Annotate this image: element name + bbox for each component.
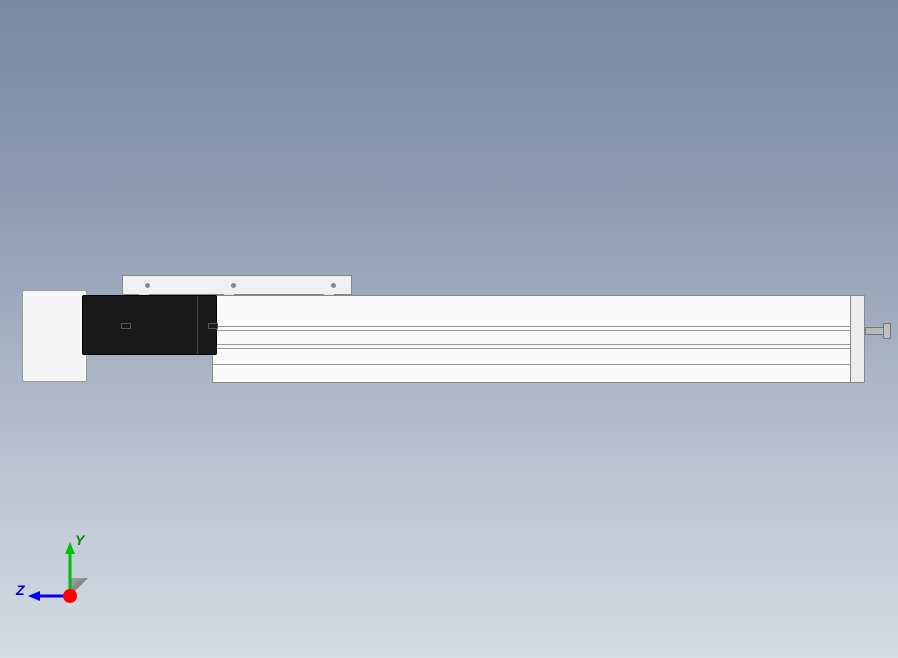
motor-screw <box>208 323 218 329</box>
triad-origin <box>63 589 77 603</box>
shaft-connector <box>883 323 891 339</box>
rail-groove <box>213 326 851 327</box>
y-axis-label: Y <box>75 532 84 548</box>
actuator-rail <box>212 295 852 383</box>
mounting-bracket <box>122 275 352 295</box>
motor-screw <box>121 323 131 329</box>
rail-groove <box>213 348 851 349</box>
output-shaft <box>865 327 885 335</box>
triad-svg <box>30 538 110 618</box>
y-axis-arrow <box>65 542 75 554</box>
left-end-block <box>22 290 87 382</box>
z-axis-arrow <box>28 591 40 601</box>
z-axis-label: Z <box>16 582 25 598</box>
rail-groove <box>213 344 851 345</box>
rail-groove <box>213 364 851 365</box>
cad-viewport[interactable]: Y Z <box>0 0 898 658</box>
rail-groove <box>213 330 851 331</box>
coordinate-triad[interactable]: Y Z <box>30 538 110 618</box>
bracket-hole <box>145 283 150 288</box>
motor-segment-divider <box>83 296 198 354</box>
motor-housing <box>82 295 217 355</box>
linear-actuator-model[interactable] <box>22 275 882 385</box>
bracket-hole <box>231 283 236 288</box>
right-end-cap <box>850 295 865 383</box>
bracket-hole <box>331 283 336 288</box>
